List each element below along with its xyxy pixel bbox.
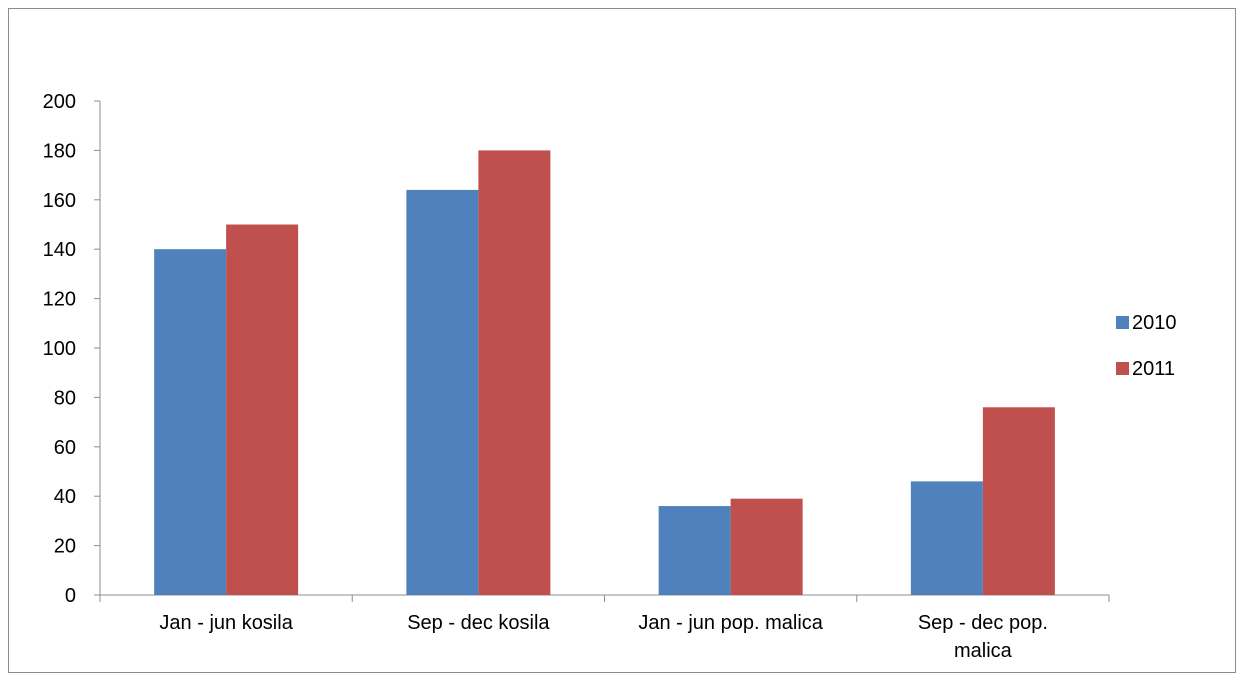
x-category-label: Jan - jun pop. malica: [638, 612, 823, 634]
chart-frame: 0 20 40 60 80 100 120 140 160 180 200 Jan - jun kos…: [8, 8, 1236, 673]
bar-chart: 0 20 40 60 80 100 120 140 160 180 200 Jan - jun kos…: [43, 91, 1177, 662]
y-tick-label: 40: [54, 486, 76, 508]
legend-swatch-2010: [1116, 316, 1129, 329]
y-tick-label: 180: [43, 140, 76, 162]
bar-2011: [730, 498, 803, 595]
x-category-label: Jan - jun kosila: [159, 612, 293, 634]
legend-swatch-2011: [1116, 362, 1129, 375]
bars: [154, 150, 1055, 596]
bar-2011: [478, 150, 551, 595]
bar-2010: [406, 189, 479, 596]
legend-label-2010: 2010: [1132, 312, 1177, 334]
bar-2010: [910, 481, 983, 595]
legend: 2010 2011: [1116, 312, 1177, 380]
y-tick-label: 60: [54, 437, 76, 459]
y-tick-label: 120: [43, 289, 76, 311]
y-tick-label: 100: [43, 338, 76, 360]
y-tick-label: 0: [65, 585, 76, 607]
x-category-label: malica: [954, 640, 1013, 662]
bar-2011: [226, 224, 299, 595]
legend-label-2011: 2011: [1132, 358, 1175, 380]
bar-2011: [982, 407, 1055, 595]
x-category-label: Sep - dec pop.: [918, 612, 1048, 634]
y-tick-label: 20: [54, 536, 76, 558]
labels: 0 20 40 60 80 100 120 140 160 180 200 Jan - jun kos…: [43, 91, 1048, 662]
y-tick-label: 80: [54, 387, 76, 409]
y-tick-label: 160: [43, 190, 76, 212]
bar-2010: [658, 506, 731, 595]
x-category-label: Sep - dec kosila: [407, 612, 550, 634]
y-tick-label: 200: [43, 91, 76, 113]
bar-2010: [154, 249, 227, 595]
y-tick-label: 140: [43, 239, 76, 261]
